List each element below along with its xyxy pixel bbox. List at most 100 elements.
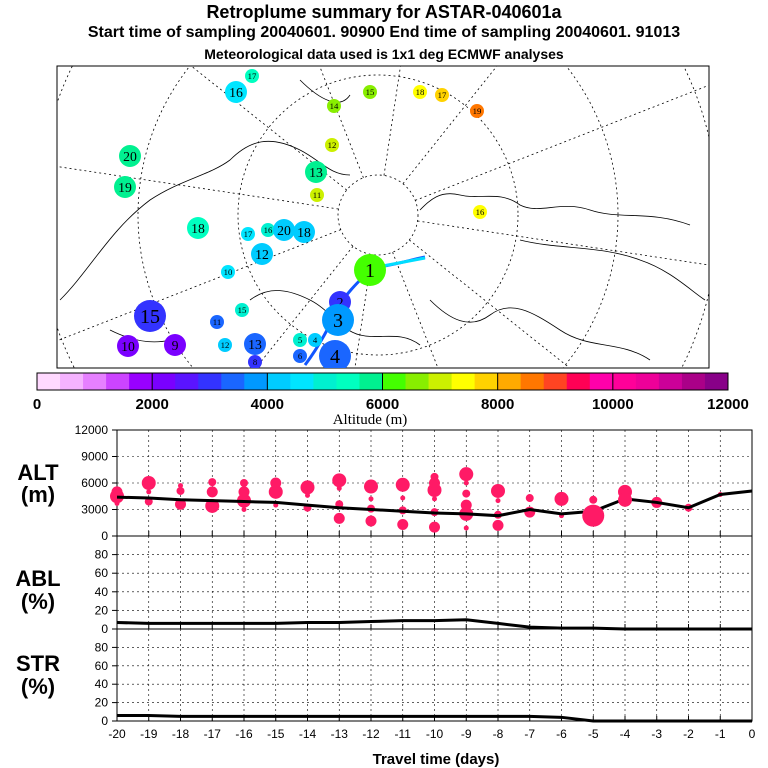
x-tick-label: -14 [299,727,317,741]
altitude-cluster-dot [429,477,440,489]
y-tick-label: 9000 [81,450,108,464]
cluster-label: 10 [224,267,233,277]
colorbar-tick: 10000 [592,396,634,413]
cluster-dot [325,138,339,152]
cluster-label: 12 [221,340,230,350]
x-tick-label: -12 [362,727,380,741]
sampling-times: Start time of sampling 20040601. 90900 E… [87,24,681,41]
cluster-label: 2 [337,295,344,310]
meridian-line [409,239,571,368]
colorbar-segment [520,373,545,390]
y-tick-label: 0 [101,622,108,636]
altitude-cluster-dot [365,515,377,527]
altitude-cluster-dot [240,479,248,487]
cluster-label: 1 [365,260,375,282]
altitude-cluster-dot [492,519,504,531]
y-tick-label: 40 [95,677,109,691]
altitude-cluster-dot [400,495,406,501]
altitude-cluster-dot [525,494,534,503]
meridian-line [255,246,354,368]
meteo-info: Meteorological data used is 1x1 deg ECMW… [204,46,564,62]
coastline [519,239,706,301]
altitude-cluster-dot [368,496,374,502]
alt-label: ALT [17,460,59,485]
colorbar-segment [37,373,61,390]
colorbar-tick: 6000 [366,396,399,413]
coastline [59,140,351,301]
altitude-cluster-dot [208,478,217,487]
altitude-cluster-dot [554,491,569,506]
cluster-dot [218,338,232,352]
x-tick-label: -7 [524,727,535,741]
altitude-cluster-dot [432,496,437,502]
cluster-dot [241,227,255,241]
colorbar-segment [405,373,430,390]
colorbar-segment [290,373,314,390]
panel-alt: 0 3000 6000 9000 12000 [75,423,753,543]
altitude-cluster-dot [300,480,315,495]
cluster-label: 17 [438,90,447,100]
cluster-label: 16 [476,207,485,217]
colorbar-segment [543,373,568,390]
x-tick-label: -20 [108,727,126,741]
colorbar-segment [474,373,499,390]
meridian-line [190,66,347,191]
colorbar-tick: 12000 [707,396,749,413]
colorbar-segment [566,373,591,390]
cluster-dot [221,265,235,279]
cluster-dot [473,205,487,219]
x-tick-label: -6 [556,727,567,741]
chart-title: Retroplume summary for ASTAR-040601a [206,2,562,22]
x-tick-label: 0 [749,727,756,741]
y-tick-label: 6000 [81,476,108,490]
altitude-cluster-dot [176,486,185,495]
cluster-label: 15 [140,306,160,328]
cluster-dot [134,300,166,332]
panel-abl: 0 20 40 60 80 [95,535,753,636]
altitude-cluster-dot [206,486,218,498]
cluster-label: 12 [255,247,269,262]
cluster-dot [319,340,351,368]
cluster-label: 15 [366,87,375,97]
y-tick-label: 3000 [81,503,108,517]
cluster-label: 12 [328,140,337,150]
y-tick-label: 80 [95,548,109,562]
altitude-cluster-dot [582,504,605,527]
cluster-dot [114,176,136,198]
colorbar-tick: 8000 [481,396,514,413]
cluster-label: 18 [416,87,425,97]
x-tick-label: -15 [267,727,285,741]
altitude-cluster-dot [141,476,156,490]
colorbar-segment [681,373,706,390]
x-tick-label: -13 [331,727,349,741]
str-line [117,713,752,723]
cluster-dot [327,99,341,113]
colorbar-segment [106,373,130,390]
cluster-dot [305,161,327,183]
cluster-label: 13 [248,337,262,352]
cluster-label: 11 [313,190,321,200]
altitude-cluster-dot [241,507,247,512]
colorbar-tick: 2000 [135,396,168,413]
cluster-dot [245,69,259,83]
cluster-dot [354,254,386,286]
cluster-dot [413,85,427,99]
abl-label: ABL [15,566,60,591]
colorbar-segment [198,373,222,390]
cluster-dot [117,335,139,357]
altitude-cluster-dot [178,483,183,489]
cluster-dot [251,243,273,265]
cluster-label: 14 [330,101,339,111]
x-tick-label: -3 [651,727,662,741]
cluster-dot [293,221,315,243]
cluster-label: 19 [473,106,482,116]
altitude-cluster-dot [175,498,186,510]
cluster-label: 4 [330,346,340,368]
cluster-dot [187,217,209,239]
colorbar-segment [382,373,407,390]
altitude-cluster-dot [459,467,474,482]
cluster-label: 4 [313,335,318,345]
cluster-dot [293,333,307,347]
cluster-dot [435,88,449,102]
